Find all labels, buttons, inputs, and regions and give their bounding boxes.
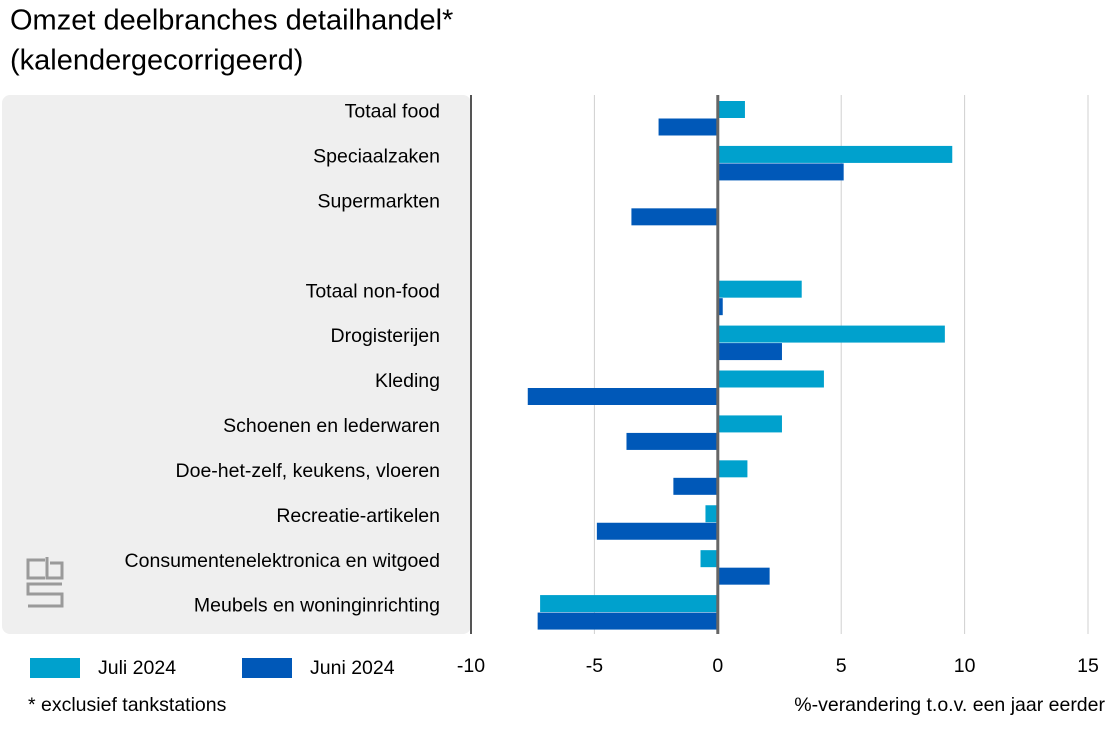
bar xyxy=(626,432,718,450)
legend-swatch xyxy=(30,658,80,678)
x-tick-label: -10 xyxy=(457,655,485,677)
bar xyxy=(717,325,945,343)
x-tick-label: 0 xyxy=(712,655,723,677)
bar xyxy=(631,208,718,226)
y-tick-label: Drogisterijen xyxy=(331,325,440,347)
bar xyxy=(700,550,718,568)
label-panel xyxy=(2,95,471,634)
bar xyxy=(658,118,718,136)
bar xyxy=(717,415,782,433)
legend-swatch xyxy=(242,658,292,678)
cbs-logo xyxy=(26,557,64,608)
y-tick-label: Meubels en woninginrichting xyxy=(194,595,440,617)
bar xyxy=(596,522,718,540)
bar xyxy=(717,101,745,118)
y-tick-label: Totaal food xyxy=(345,101,440,123)
bar xyxy=(717,370,824,388)
legend-label: Juni 2024 xyxy=(310,657,395,679)
y-tick-label: Recreatie-artikelen xyxy=(276,505,440,527)
bar xyxy=(717,145,953,163)
chart-subtitle: (kalendergecorrigeerd) xyxy=(10,45,303,77)
y-tick-label: Doe-het-zelf, keukens, vloeren xyxy=(176,460,440,482)
bar xyxy=(540,595,718,613)
y-tick-label: Kleding xyxy=(375,370,440,392)
x-tick-label: -5 xyxy=(586,655,603,677)
bar xyxy=(527,388,718,405)
x-tick-label: 10 xyxy=(954,655,976,677)
bar xyxy=(537,612,718,630)
bar xyxy=(717,298,723,316)
y-tick-label: Supermarkten xyxy=(318,190,440,212)
y-tick-label: Consumentenelektronica en witgoed xyxy=(125,550,440,572)
y-tick-label: Schoenen en lederwaren xyxy=(223,415,440,437)
chart-title: Omzet deelbranches detailhandel* xyxy=(10,5,453,37)
bar xyxy=(673,477,718,495)
bar xyxy=(717,343,782,361)
y-tick-label: Totaal non-food xyxy=(306,280,440,302)
bar xyxy=(705,505,718,523)
bar xyxy=(717,280,802,298)
y-tick-label: Speciaalzaken xyxy=(313,146,440,168)
x-axis-label: %-verandering t.o.v. een jaar eerder xyxy=(794,694,1105,716)
bar xyxy=(717,460,748,478)
bar xyxy=(717,163,844,181)
legend-label: Juli 2024 xyxy=(98,657,176,679)
x-tick-label: 15 xyxy=(1077,655,1099,677)
footnote: * exclusief tankstations xyxy=(28,694,227,716)
x-tick-label: 5 xyxy=(836,655,847,677)
bar xyxy=(717,567,770,585)
